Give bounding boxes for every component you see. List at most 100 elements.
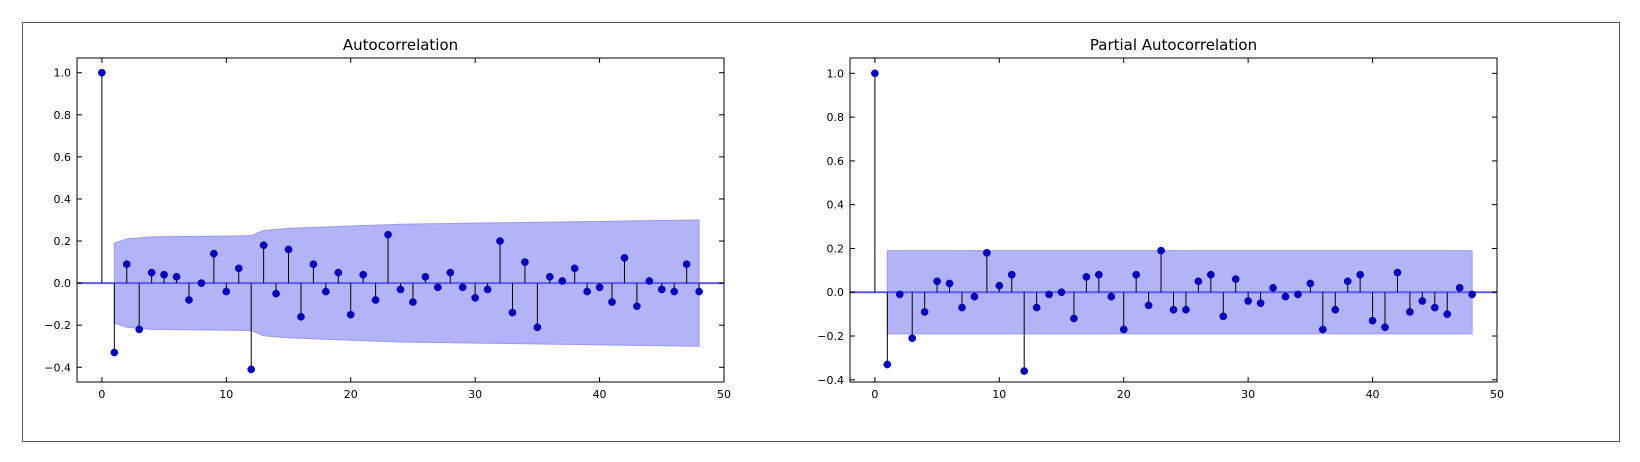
acf-point-18 xyxy=(321,287,330,296)
pacf-point-27 xyxy=(1206,270,1215,279)
pacf-point-37 xyxy=(1331,305,1340,314)
acf-point-9 xyxy=(210,249,218,258)
acf-point-25 xyxy=(409,298,417,306)
acf-ytick-label-6: 0.8 xyxy=(54,109,72,122)
acf-ytick-label-3: 0.2 xyxy=(54,235,72,248)
pacf-point-44 xyxy=(1418,297,1427,305)
acf-point-20 xyxy=(346,310,355,319)
pacf-point-3 xyxy=(908,334,917,343)
acf-point-27 xyxy=(433,283,442,292)
acf-point-13 xyxy=(259,241,268,250)
acf-point-19 xyxy=(334,268,343,277)
pacf-point-15 xyxy=(1057,288,1066,297)
pacf-point-36 xyxy=(1318,325,1327,334)
pacf-point-41 xyxy=(1381,323,1389,332)
pacf-point-16 xyxy=(1070,314,1078,323)
pacf-ytick-label-4: 0.4 xyxy=(827,199,845,212)
pacf-point-47 xyxy=(1455,284,1464,292)
pacf-point-9 xyxy=(983,248,991,257)
pacf-point-34 xyxy=(1294,290,1302,299)
pacf-point-25 xyxy=(1182,305,1190,314)
acf-title: Autocorrelation xyxy=(343,36,458,54)
pacf-ytick-label-3: 0.2 xyxy=(827,242,845,255)
figure-canvas: Autocorrelation 0 10 20 30 40 50 −0.4 −0.2 0.0 0.2… xyxy=(44,36,1504,401)
acf-xtick-label-0: 0 xyxy=(98,388,105,401)
pacf-plot-area xyxy=(850,69,1497,375)
pacf-point-14 xyxy=(1045,290,1053,299)
acf-point-6 xyxy=(172,272,181,281)
figure: Autocorrelation 0 10 20 30 40 50 −0.4 −0.2 0.0 0.2… xyxy=(22,22,1620,442)
acf-point-37 xyxy=(558,277,567,285)
pacf-point-0 xyxy=(871,69,879,78)
acf-point-8 xyxy=(197,279,206,287)
acf-axes-frame xyxy=(76,57,725,383)
acf-point-4 xyxy=(147,268,156,277)
acf-point-23 xyxy=(384,230,392,239)
acf-point-34 xyxy=(521,258,529,266)
pacf-point-35 xyxy=(1306,279,1315,288)
acf-point-2 xyxy=(122,260,131,269)
pacf-ytick-label-0: −0.4 xyxy=(817,374,844,387)
acf-xtick-label-40: 40 xyxy=(593,388,607,401)
acf-point-35 xyxy=(533,323,542,332)
acf-point-41 xyxy=(608,298,616,306)
acf-point-46 xyxy=(670,287,679,296)
pacf-point-24 xyxy=(1169,305,1178,314)
pacf-point-29 xyxy=(1231,275,1240,283)
acf-point-45 xyxy=(657,285,666,294)
pacf-point-11 xyxy=(1007,270,1016,279)
pacf-point-31 xyxy=(1256,299,1265,308)
acf-panel: Autocorrelation 0 10 20 30 40 50 −0.4 −0.2 0.0 0.2… xyxy=(44,36,731,401)
pacf-point-40 xyxy=(1368,316,1377,325)
acf-point-0 xyxy=(98,68,106,77)
pacf-point-23 xyxy=(1157,246,1165,255)
pacf-ytick-label-2: 0.0 xyxy=(827,286,845,299)
acf-point-32 xyxy=(496,237,504,245)
acf-ytick-label-5: 0.6 xyxy=(54,151,72,164)
acf-xtick-label-30: 30 xyxy=(468,388,482,401)
pacf-point-33 xyxy=(1281,292,1290,301)
pacf-axes-frame xyxy=(849,57,1498,383)
acf-point-43 xyxy=(633,302,641,311)
pacf-point-2 xyxy=(895,290,904,299)
acf-point-21 xyxy=(359,270,368,279)
acf-point-26 xyxy=(421,272,430,281)
pacf-ytick-label-5: 0.6 xyxy=(827,155,845,168)
pacf-point-48 xyxy=(1468,290,1476,299)
acf-ytick-label-4: 0.4 xyxy=(54,193,72,206)
acf-ytick-label-7: 1.0 xyxy=(54,67,72,80)
acf-point-24 xyxy=(396,285,405,294)
acf-point-33 xyxy=(508,308,517,317)
pacf-point-1 xyxy=(883,360,892,369)
acf-point-5 xyxy=(160,270,168,279)
acf-point-30 xyxy=(471,293,480,302)
acf-plot-area xyxy=(77,68,724,374)
acf-point-36 xyxy=(545,272,554,281)
pacf-point-18 xyxy=(1094,270,1103,279)
pacf-xtick-label-50: 50 xyxy=(1490,388,1504,401)
pacf-point-19 xyxy=(1107,292,1116,301)
acf-point-1 xyxy=(110,348,119,357)
acf-xtick-label-20: 20 xyxy=(344,388,358,401)
pacf-point-12 xyxy=(1020,367,1029,375)
acf-point-11 xyxy=(234,264,243,273)
acf-point-22 xyxy=(371,296,380,304)
pacf-xtick-label-20: 20 xyxy=(1117,388,1131,401)
pacf-panel: Partial Autocorrelation 0 10 20 30 40 50 −0.4 −0… xyxy=(817,36,1504,401)
pacf-point-30 xyxy=(1244,297,1253,305)
pacf-point-43 xyxy=(1406,308,1414,316)
acf-point-17 xyxy=(309,260,318,269)
acf-point-16 xyxy=(297,312,305,321)
acf-point-10 xyxy=(222,287,231,296)
acf-point-31 xyxy=(483,285,492,294)
acf-xtick-label-10: 10 xyxy=(219,388,233,401)
pacf-xtick-label-10: 10 xyxy=(992,388,1006,401)
pacf-ytick-label-7: 1.0 xyxy=(827,67,845,80)
pacf-point-10 xyxy=(995,281,1004,290)
pacf-point-4 xyxy=(920,308,929,316)
acf-point-42 xyxy=(620,254,629,262)
acf-point-29 xyxy=(458,283,467,292)
pacf-ytick-label-6: 0.8 xyxy=(827,111,845,124)
acf-point-38 xyxy=(570,264,579,273)
pacf-xtick-label-30: 30 xyxy=(1241,388,1255,401)
